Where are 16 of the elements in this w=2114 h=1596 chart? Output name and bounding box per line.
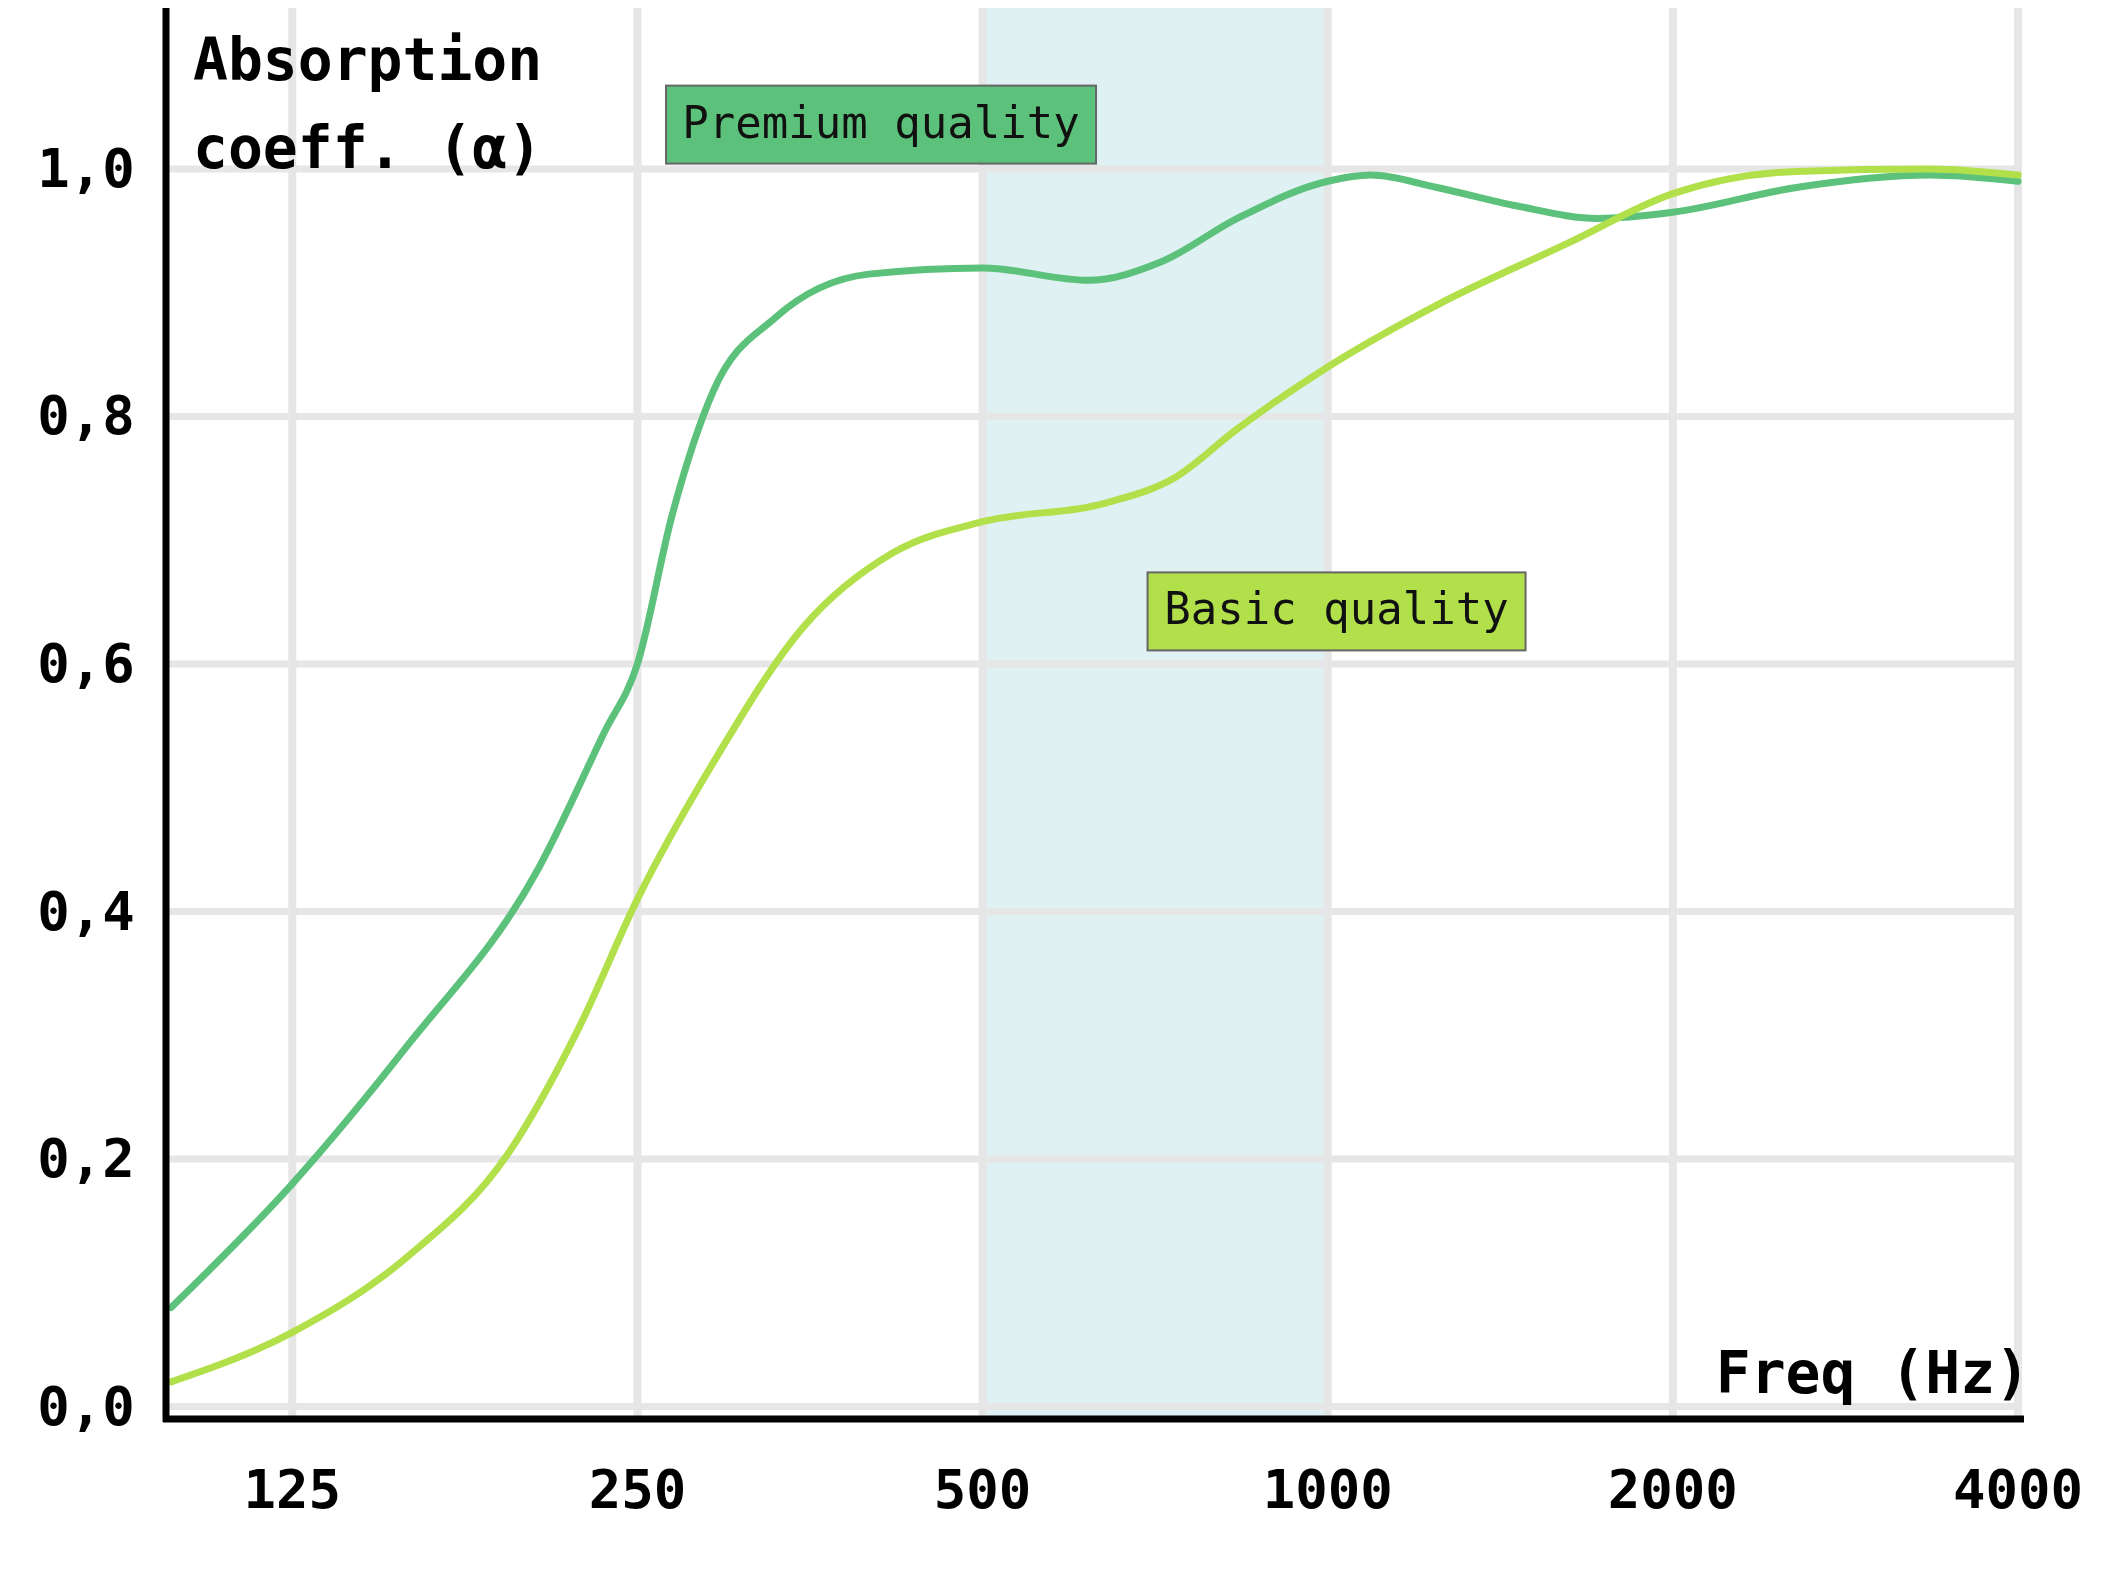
x-tick-label: 4000 [1952,1458,2084,1521]
x-tick-label: 2000 [1607,1458,1738,1521]
y-tick-label: 0,0 [37,1374,135,1438]
x-tick-label: 125 [243,1458,342,1521]
y-tick-label: 0,8 [37,384,135,448]
y-tick-label: 1,0 [37,136,135,200]
y-tick-label: 0,6 [37,631,135,695]
text: Premium quality [682,96,1080,148]
y-tick-label: 0,2 [37,1127,135,1191]
y-axis-title: Absorption coeff. (α) [193,26,543,182]
x-tick-label: 250 [588,1458,687,1521]
x-tick-label: 1000 [1262,1458,1393,1521]
x-tick-label: 500 [933,1458,1032,1521]
text: Basic quality [1164,583,1509,635]
y-tick-label: 0,4 [37,879,135,943]
x-axis-title: Freq (Hz) [1715,1339,2030,1407]
